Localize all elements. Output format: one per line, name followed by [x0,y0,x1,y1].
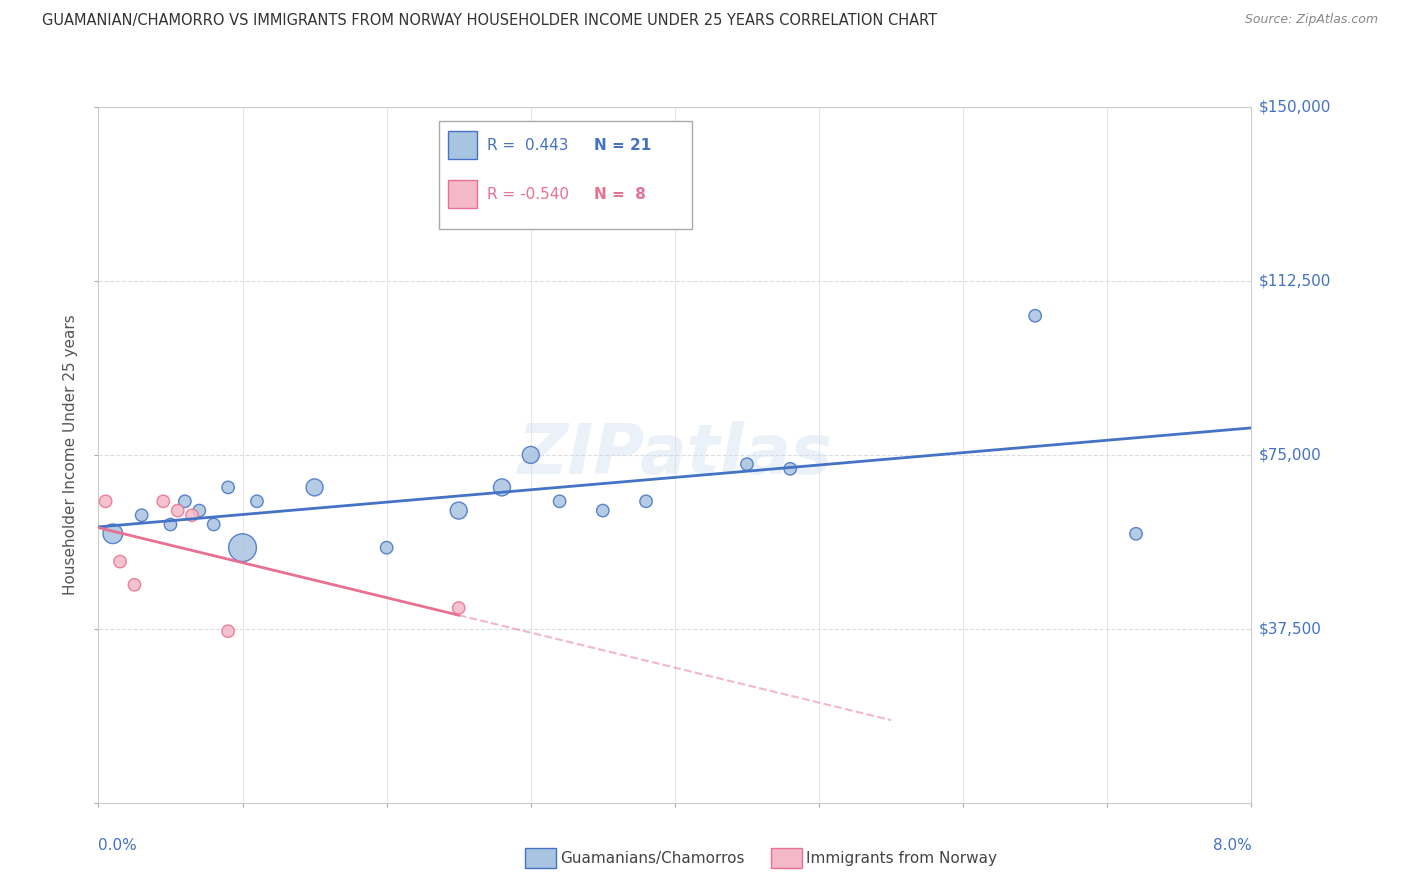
Point [779,462,801,476]
Text: GUAMANIAN/CHAMORRO VS IMMIGRANTS FROM NORWAY HOUSEHOLDER INCOME UNDER 25 YEARS C: GUAMANIAN/CHAMORRO VS IMMIGRANTS FROM NO… [42,13,938,29]
Text: Source: ZipAtlas.com: Source: ZipAtlas.com [1244,13,1378,27]
Point [131,508,153,523]
Point [152,494,174,508]
FancyBboxPatch shape [439,121,692,229]
Point [447,601,470,615]
Text: $150,000: $150,000 [1258,100,1330,114]
Point [108,555,131,569]
Point [592,503,614,517]
Point [188,503,211,517]
Text: N =  8: N = 8 [595,186,645,202]
Text: N = 21: N = 21 [595,137,651,153]
Text: ZIPatlas: ZIPatlas [517,421,832,489]
Text: $112,500: $112,500 [1258,274,1330,288]
Point [519,448,541,462]
Text: $37,500: $37,500 [1258,622,1322,636]
Point [491,480,513,494]
Point [174,494,197,508]
Point [548,494,571,508]
Text: R = -0.540: R = -0.540 [486,186,569,202]
Text: Immigrants from Norway: Immigrants from Norway [806,851,997,865]
Bar [447,180,477,208]
Point [1125,526,1147,541]
Point [124,578,146,592]
Point [94,494,117,508]
Point [246,494,269,508]
Bar [447,131,477,159]
Point [1024,309,1046,323]
Text: 8.0%: 8.0% [1212,838,1251,854]
Text: Guamanians/Chamorros: Guamanians/Chamorros [560,851,745,865]
Point [735,457,758,471]
Y-axis label: Householder Income Under 25 years: Householder Income Under 25 years [63,315,79,595]
Point [217,480,239,494]
Point [166,503,188,517]
Point [202,517,225,532]
Point [159,517,181,532]
Text: 0.0%: 0.0% [98,838,138,854]
Point [101,526,124,541]
Point [375,541,398,555]
Text: R =  0.443: R = 0.443 [486,137,568,153]
Text: $75,000: $75,000 [1258,448,1322,462]
Point [181,508,204,523]
Point [636,494,658,508]
Point [217,624,239,639]
Point [447,503,470,517]
Point [231,541,254,555]
Point [304,480,326,494]
